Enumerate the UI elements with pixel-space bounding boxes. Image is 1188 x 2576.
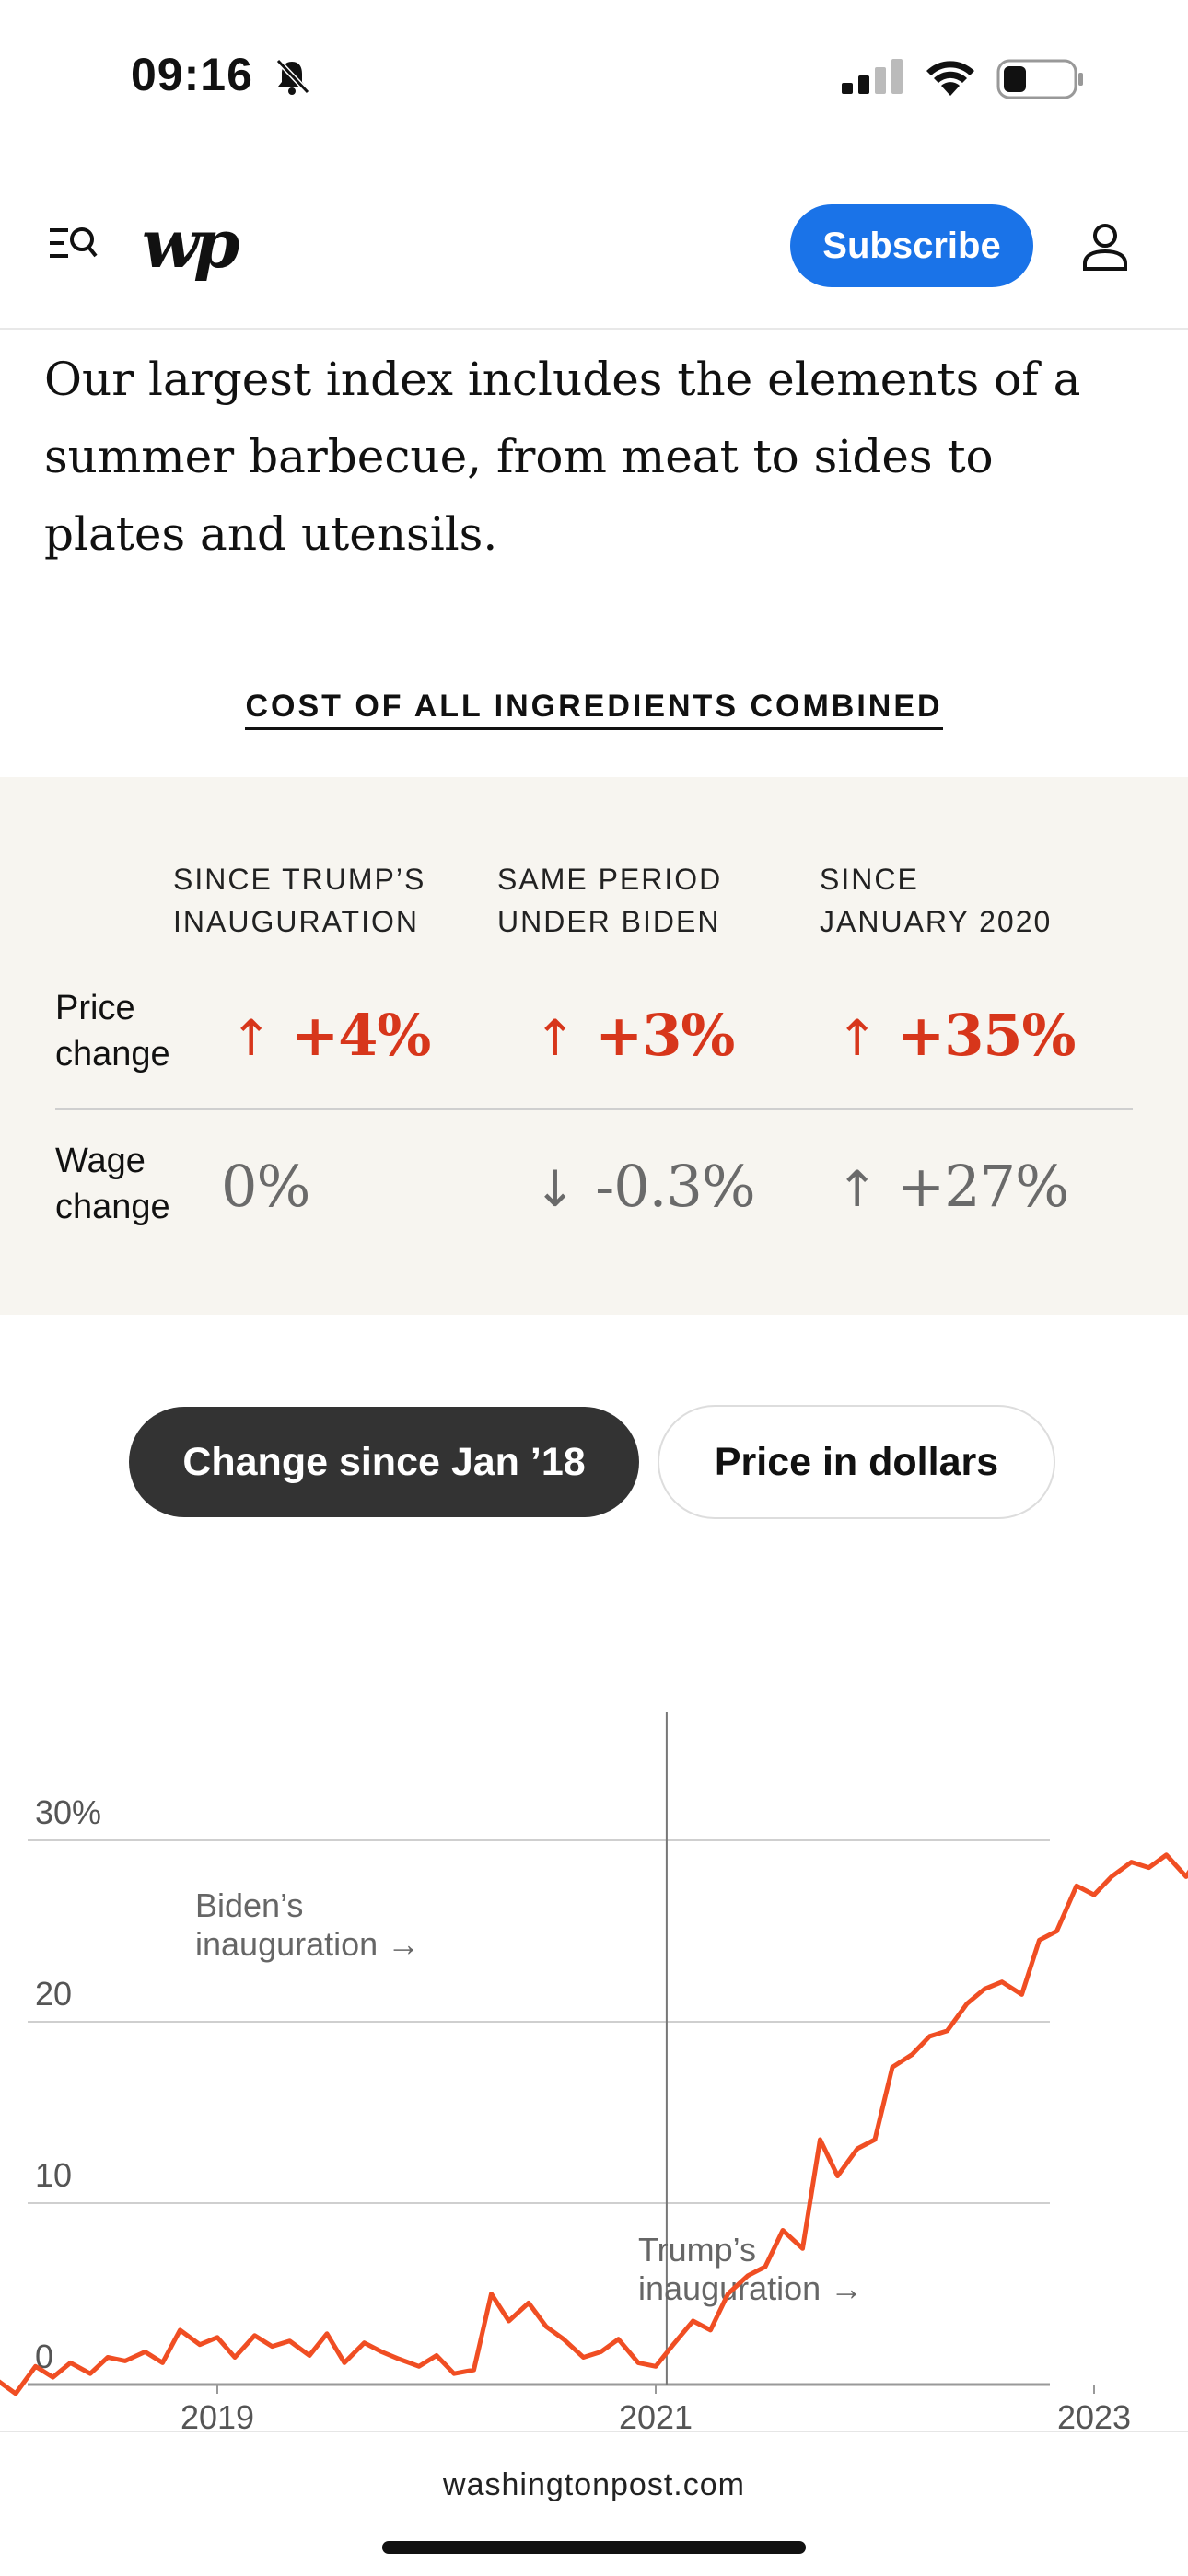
wage-change-trump: 0% [221,1153,310,1220]
up-arrow-icon: ↑ [836,1160,878,1218]
row-label-wage: Wage change [55,1142,170,1226]
up-arrow-icon: ↑ [230,1009,272,1067]
up-arrow-icon: ↑ [836,1009,878,1067]
row-label-price: Price change [55,989,170,1073]
row-divider [55,1108,1133,1110]
intro-paragraph: Our largest index includes the elements … [44,353,1081,561]
wp-logo[interactable]: wp [142,204,239,283]
battery-icon [996,59,1083,99]
account-icon[interactable] [1079,221,1131,273]
menu-search-icon[interactable] [48,223,99,263]
price-in-dollars-button[interactable]: Price in dollars [658,1405,1055,1519]
change-since-jan18-button[interactable]: Change since Jan ’18 [129,1407,639,1517]
x-tick-label: 2019 [181,2398,254,2431]
price-change-2020: ↑ +35% [836,1002,1076,1069]
price-change-trump: ↑ +4% [230,1002,431,1069]
price-change-chart: 0102030%2019202120232025Biden’sinaugurat… [0,1712,1188,2431]
column-header-2020: SINCE JANUARY 2020 [820,863,1053,938]
section-heading-text: COST OF ALL INGREDIENTS COMBINED [245,689,943,730]
signal-icon [842,59,903,94]
stats-panel: SINCE TRUMP’S INAUGURATION SAME PERIOD U… [0,777,1188,1315]
down-arrow-icon: ↓ [534,1160,576,1218]
price-change-line [0,1852,1188,2396]
annotation-line: Trump’s [638,2231,756,2269]
url-domain[interactable]: washingtonpost.com [443,2467,745,2502]
y-tick-label: 30% [35,1793,101,1831]
trump-inauguration-annotation: Trump’s inauguration → [638,2231,863,2307]
subscribe-button[interactable]: Subscribe [790,204,1033,287]
annotation-line: inauguration → [195,1925,420,1963]
site-header: wp Subscribe [0,157,1188,330]
column-header-biden: SAME PERIOD UNDER BIDEN [497,863,723,938]
wage-change-2020: ↑ +27% [836,1153,1069,1220]
x-tick-label: 2021 [619,2398,693,2431]
status-bar: 09:16 [0,0,1188,157]
annotation-line: Biden’s [195,1886,303,1924]
y-tick-label: 10 [35,2156,72,2194]
status-time: 09:16 [131,49,253,100]
y-tick-label: 20 [35,1975,72,2013]
x-tick-label: 2023 [1057,2398,1131,2431]
biden-inauguration-annotation: Biden’s inauguration → [195,1886,420,1963]
section-heading: COST OF ALL INGREDIENTS COMBINED [0,689,1188,730]
bell-slash-icon [275,58,310,95]
browser-footer: washingtonpost.com [0,2431,1188,2576]
y-tick-label: 0 [35,2338,53,2375]
up-arrow-icon: ↑ [534,1009,576,1067]
wifi-icon [926,61,974,96]
price-change-biden: ↑ +3% [534,1002,735,1069]
home-indicator[interactable] [382,2541,806,2554]
column-header-trump: SINCE TRUMP’S INAUGURATION [173,863,426,938]
wage-change-biden: ↓ -0.3% [534,1153,756,1220]
